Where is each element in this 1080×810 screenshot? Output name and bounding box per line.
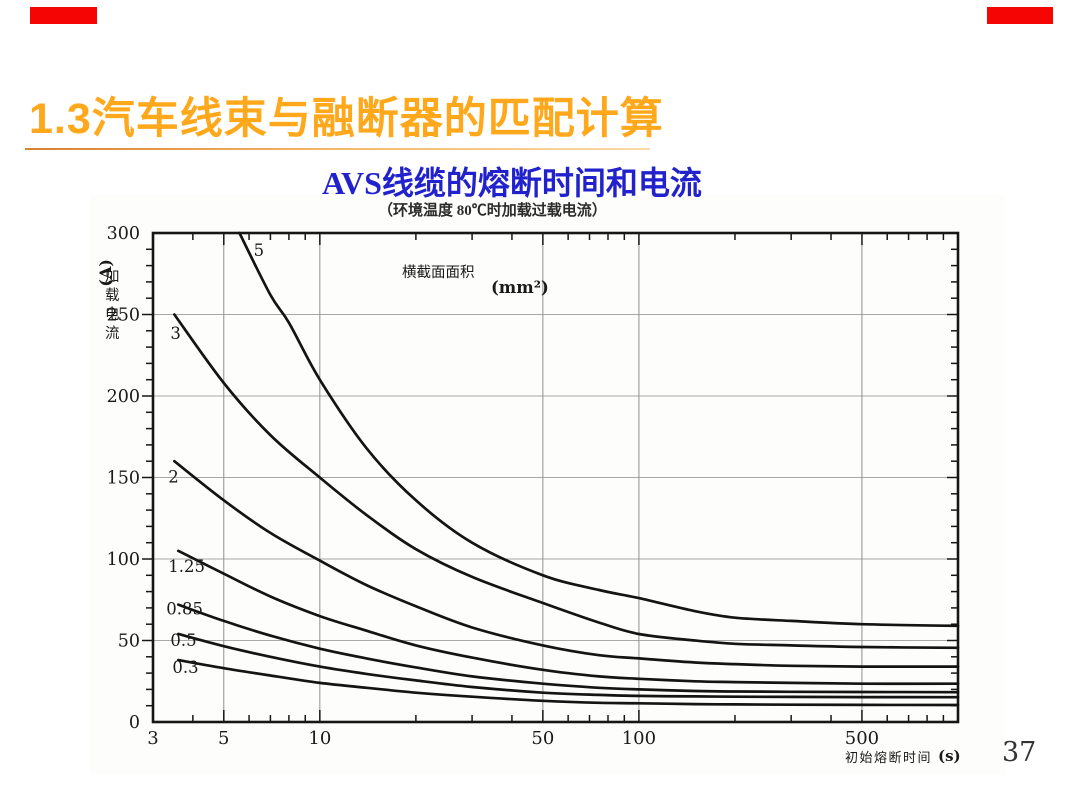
svg-text:100: 100 [622, 728, 656, 749]
svg-text:(A): (A) [96, 259, 115, 287]
curve-label-5: 5 [254, 241, 265, 260]
curve-5 [238, 231, 960, 628]
x-axis-name: 初始熔断时间 (s) [845, 747, 961, 766]
x-axis-tick-labels: 3 5 10 50 100 500 [147, 728, 879, 749]
svg-text:横截面面积: 横截面面积 [402, 264, 475, 281]
page-number: 37 [1002, 737, 1037, 768]
curve-label-0.85: 0.85 [166, 599, 203, 618]
svg-text:200: 200 [107, 387, 140, 407]
svg-text:(s): (s) [938, 747, 961, 765]
svg-text:300: 300 [107, 225, 140, 244]
page-title: 1.3汽车线束与融断器的匹配计算 [29, 95, 664, 143]
svg-text:初始熔断时间: 初始熔断时间 [845, 751, 932, 766]
svg-text:电: 电 [105, 306, 120, 323]
curve-label-3: 3 [170, 324, 181, 343]
top-left-red-bar [30, 7, 97, 24]
curve-label-1.25: 1.25 [168, 557, 205, 576]
chart-title: AVS线缆的熔断时间和电流 [322, 165, 702, 201]
fusing-curves: 5 3 2 1.25 0.85 0.5 0.3 [166, 231, 960, 707]
svg-text:流: 流 [105, 325, 120, 342]
svg-text:50: 50 [118, 632, 140, 652]
svg-text:100: 100 [107, 550, 140, 570]
chart-ticks [142, 233, 958, 722]
curve-1.25 [176, 549, 960, 686]
svg-text:50: 50 [531, 728, 554, 749]
svg-text:加: 加 [105, 268, 120, 285]
curve-3 [173, 313, 960, 650]
svg-text:(mm²): (mm²) [491, 278, 549, 297]
svg-text:载: 载 [105, 287, 120, 304]
svg-text:3: 3 [147, 728, 158, 749]
scanned-figure-background [90, 195, 1005, 775]
chart-condition-note: （环境温度 80℃时加载过载电流） [378, 203, 607, 219]
svg-text:0: 0 [129, 713, 140, 733]
curve-0.3 [176, 658, 960, 707]
svg-text:5: 5 [218, 728, 229, 749]
svg-text:250: 250 [107, 306, 140, 326]
curve-2 [173, 459, 960, 668]
curve-0.5 [176, 632, 960, 699]
curve-label-0.5: 0.5 [170, 631, 196, 650]
title-underline [25, 148, 650, 150]
svg-text:10: 10 [308, 728, 331, 749]
curve-0.85 [176, 603, 960, 694]
y-axis-tick-labels: 0 50 100 150 200 250 300 [107, 225, 140, 733]
svg-text:150: 150 [107, 469, 140, 489]
curve-label-2: 2 [168, 467, 179, 486]
svg-text:500: 500 [845, 728, 879, 749]
curve-label-0.3: 0.3 [172, 658, 198, 677]
series-group-label: 横截面面积 (mm²) [402, 264, 549, 297]
top-right-red-bar [987, 7, 1053, 24]
